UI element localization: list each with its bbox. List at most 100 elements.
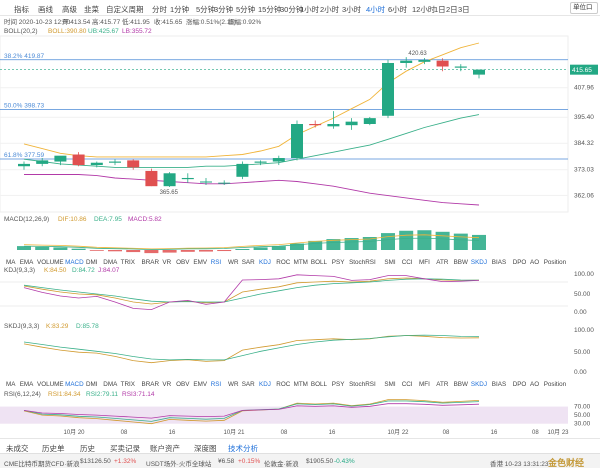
toolbar-tab-8[interactable]: 3分钟 [214,5,234,14]
indicator-row1-tab-16[interactable]: MTM [294,259,308,266]
indicator-row2-tab-13[interactable]: SAR [242,381,255,388]
indicator-row2-tab-21[interactable]: CCI [402,381,413,388]
indicator-row1-tab-22[interactable]: MFI [419,259,430,266]
indicator-row1-tab-19[interactable]: StochRSI [349,259,376,266]
toolbar-tab-2[interactable]: 高级 [62,5,77,14]
macd-bar-1 [35,246,50,250]
kdj-tick-0: 0.00 [574,309,587,316]
toolbar-tab-5[interactable]: 分时 [152,5,167,14]
toolbar-tab-20[interactable]: 3日 [458,5,470,14]
toolbar-tab-11[interactable]: 30分钟 [280,5,304,14]
indicator-row1-tab-12[interactable]: WR [228,259,239,266]
candle-body-24 [454,66,467,68]
toolbar-tab-4[interactable]: 自定义周期 [106,5,144,14]
indicator-row2-tab-14[interactable]: KDJ [259,381,271,388]
fib-label-2: 61.8% 377.59 [4,152,45,159]
toolbar-tab-17[interactable]: 12小时 [412,5,436,14]
indicator-row2-tab-29[interactable]: Position [544,381,567,388]
toolbar-tab-19[interactable]: 2日 [446,5,458,14]
chart-area[interactable]: 时间 2020-10-23 12:00开:413.54 高:415.77 低:411… [0,16,600,438]
indicator-row2-tab-7[interactable]: BRAR [142,381,160,388]
indicator-row1-tab-17[interactable]: BOLL [311,259,328,266]
indicator-row2-tab-3[interactable]: MACD [65,381,84,388]
indicator-row1-tab-1[interactable]: EMA [20,259,34,266]
bottom-tab-1[interactable]: 历史单 [42,444,65,453]
indicator-row1-tab-6[interactable]: TRIX [121,259,136,266]
indicator-row1-tab-7[interactable]: BRAR [142,259,160,266]
indicator-row1-tab-10[interactable]: EMV [193,259,207,266]
indicator-row1-tab-14[interactable]: KDJ [259,259,271,266]
indicator-row2-tab-19[interactable]: StochRSI [349,381,376,388]
indicator-row2-tab-5[interactable]: DMA [103,381,118,388]
indicator-row2-tab-20[interactable]: SMI [384,381,395,388]
indicator-row1-tab-24[interactable]: BBW [454,259,468,266]
indicator-row2-tab-9[interactable]: OBV [176,381,190,388]
indicator-row2-tab-12[interactable]: WR [228,381,239,388]
x-label-8: 16 [491,430,498,436]
indicator-row2-tab-6[interactable]: TRIX [121,381,136,388]
indicator-row1-tab-20[interactable]: SMI [384,259,395,266]
indicator-row1-tab-3[interactable]: MACD [65,259,84,266]
toolbar-tab-12[interactable]: 1小时 [300,5,320,14]
toolbar-tab-18[interactable]: 1日 [434,5,446,14]
indicator-row2-tab-25[interactable]: SKDJ [471,381,487,388]
indicator-row2-tab-22[interactable]: MFI [419,381,430,388]
toolbar-tab-7[interactable]: 5分钟 [196,5,216,14]
indicator-row2-tab-26[interactable]: BIAS [492,381,506,388]
indicator-row2-tab-18[interactable]: PSY [332,381,345,388]
indicator-row1-tab-29[interactable]: Position [544,259,567,266]
indicator-row1-tab-15[interactable]: ROC [276,259,290,266]
bottom-tab-2[interactable]: 历史 [80,444,95,453]
bottom-tab-0[interactable]: 未成交 [6,444,29,453]
indicator-row2-tab-16[interactable]: MTM [294,381,308,388]
rsi2-value: RSI2:79.11 [86,391,118,398]
toolbar-tab-13[interactable]: 2小时 [320,5,340,14]
toolbar-tab-3[interactable]: 韭菜 [84,5,99,14]
indicator-row2-tab-1[interactable]: EMA [20,381,34,388]
rsi3-line [23,403,480,419]
indicator-row1-tab-4[interactable]: DMI [86,259,98,266]
indicator-row1-tab-5[interactable]: DMA [103,259,118,266]
indicator-row1-tab-26[interactable]: BIAS [492,259,506,266]
toolbar-tab-6[interactable]: 1分钟 [170,5,190,14]
indicator-row1-tab-18[interactable]: PSY [332,259,345,266]
indicator-row1-tab-25[interactable]: SKDJ [471,259,487,266]
indicator-row1-tab-9[interactable]: OBV [176,259,190,266]
indicator-row1-tab-28[interactable]: AO [530,259,539,266]
bottom-tab-5[interactable]: 深度图 [194,444,217,453]
indicator-row1-tab-27[interactable]: DPO [513,259,527,266]
indicator-row1-tab-2[interactable]: VOLUME [37,259,64,266]
toolbar-tab-10[interactable]: 15分钟 [258,5,282,14]
indicator-row2-tab-17[interactable]: BOLL [311,381,328,388]
indicator-row1-tab-11[interactable]: RSI [211,259,222,266]
toolbar-tab-14[interactable]: 3小时 [342,5,362,14]
indicator-row1-tab-13[interactable]: SAR [242,259,255,266]
unit-select-label: 单位口 [573,4,593,11]
toolbar-tab-9[interactable]: 5分钟 [236,5,256,14]
indicator-row2-tab-28[interactable]: AO [530,381,539,388]
indicator-row1-tab-8[interactable]: VR [162,259,171,266]
toolbar-tab-0[interactable]: 指标 [14,5,29,14]
indicator-row2-tab-0[interactable]: MA [6,381,16,388]
indicator-row2-tab-8[interactable]: VR [162,381,171,388]
toolbar-tab-16[interactable]: 6小时 [388,5,408,14]
toolbar-tab-15[interactable]: 4小时 [366,5,386,14]
indicator-row2-tab-24[interactable]: BBW [454,381,468,388]
indicator-row2-tab-4[interactable]: DMI [86,381,98,388]
indicator-row2-tab-2[interactable]: VOLUME [37,381,64,388]
indicator-row2-tab-27[interactable]: DPO [513,381,527,388]
bottom-tab-4[interactable]: 账户资产 [150,444,180,453]
indicator-row2-tab-23[interactable]: ATR [436,381,449,388]
indicator-row1-tab-21[interactable]: CCI [402,259,413,266]
bottom-tab-6[interactable]: 技术分析 [228,444,258,453]
boll-ub-line [23,42,480,158]
indicator-row2-tab-11[interactable]: RSI [211,381,222,388]
unit-select[interactable]: 单位口 [570,2,598,14]
indicator-row2-tab-15[interactable]: ROC [276,381,290,388]
indicator-row1-tab-23[interactable]: ATR [436,259,449,266]
toolbar-tab-1[interactable]: 画线 [38,5,53,14]
indicator-row2-tab-10[interactable]: EMV [193,381,207,388]
bottom-tab-3[interactable]: 买卖记录 [110,444,140,453]
macd-hist-value: MACD:5.82 [128,216,162,223]
indicator-row1-tab-0[interactable]: MA [6,259,16,266]
